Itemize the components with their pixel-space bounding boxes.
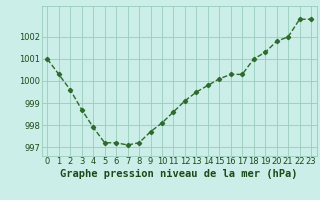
- X-axis label: Graphe pression niveau de la mer (hPa): Graphe pression niveau de la mer (hPa): [60, 169, 298, 179]
